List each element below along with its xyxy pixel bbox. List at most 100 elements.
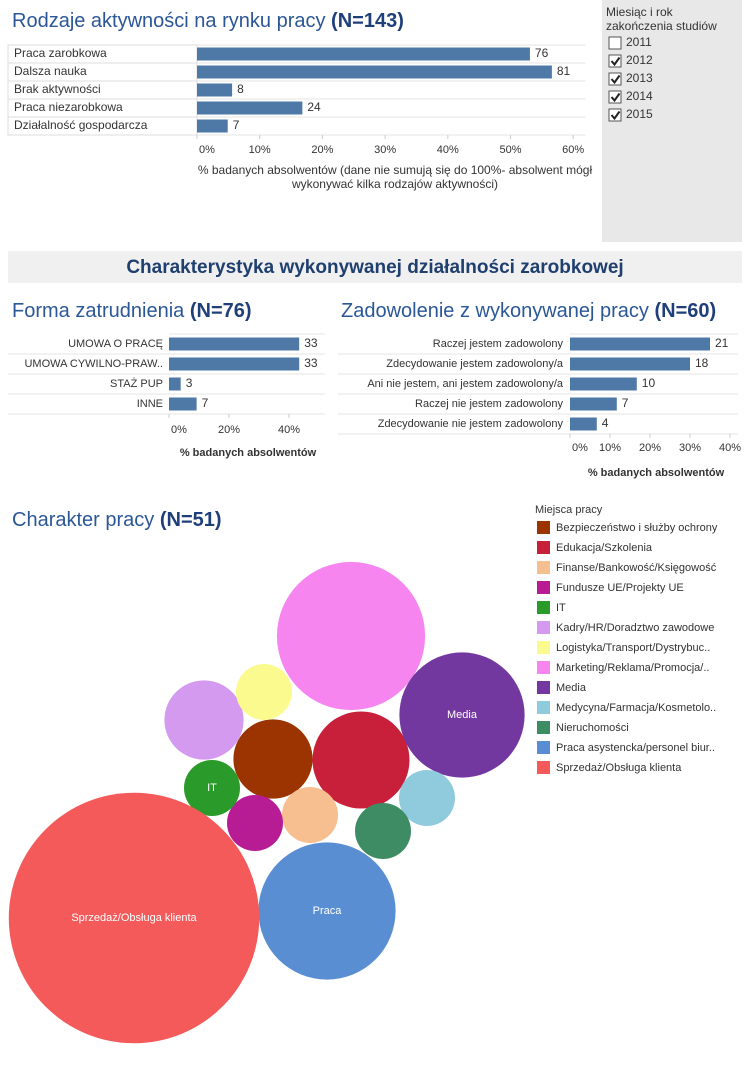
legend-label: Bezpieczeństwo i służby ochrony <box>556 522 718 534</box>
chart-title: Zadowolenie z wykonywanej pracy (N=60) <box>341 300 716 322</box>
count-label: 81 <box>557 64 571 78</box>
checkbox-label[interactable]: 2012 <box>626 53 653 67</box>
legend-swatch <box>537 581 550 594</box>
chart-title-text: Zadowolenie z wykonywanej pracy <box>341 300 655 322</box>
bubble <box>355 803 411 859</box>
x-tick-label: 40% <box>719 442 741 454</box>
chart-title-text: Forma zatrudnienia <box>12 300 190 322</box>
bubble-label: IT <box>207 782 217 794</box>
count-label: 33 <box>304 336 318 350</box>
category-label: Praca zarobkowa <box>14 46 107 60</box>
bar <box>197 47 530 61</box>
checkbox-label[interactable]: 2013 <box>626 71 653 85</box>
x-axis-label: % badanych absolwentów <box>180 447 317 459</box>
count-label: 10 <box>642 376 656 390</box>
count-label: 33 <box>304 356 318 370</box>
category-label: STAŻ PUP <box>110 377 163 390</box>
count-label: 7 <box>233 118 240 132</box>
bubble <box>227 795 283 851</box>
count-label: 8 <box>237 82 244 96</box>
bubble-label: Sprzedaż/Obsługa klienta <box>71 912 197 924</box>
category-label: Ani nie jestem, ani jestem zadowolony/a <box>367 378 564 390</box>
x-tick-label: 10% <box>249 144 271 156</box>
legend-title: Miejsca pracy <box>535 504 603 516</box>
category-label: UMOWA O PRACĘ <box>68 338 163 350</box>
bubble <box>282 787 338 843</box>
x-tick-label: 40% <box>278 424 300 436</box>
bar <box>570 357 690 371</box>
bar <box>169 357 300 371</box>
legend-swatch <box>537 721 550 734</box>
count-label: 3 <box>186 376 193 390</box>
x-tick-label: 30% <box>374 144 396 156</box>
bubble-label: Praca <box>313 905 343 917</box>
x-tick-label: 20% <box>639 442 661 454</box>
legend-swatch <box>537 641 550 654</box>
legend-swatch <box>537 661 550 674</box>
count-label: 24 <box>307 100 321 114</box>
x-tick-label: 0% <box>572 442 588 454</box>
filter-title: Miesiąc i rok zakończenia studiów <box>606 5 717 33</box>
checkmark <box>610 56 621 67</box>
chart-title: Charakter pracy (N=51) <box>12 509 222 531</box>
legend-label: IT <box>556 602 566 614</box>
x-tick-label: 30% <box>679 442 701 454</box>
bar <box>197 83 233 97</box>
bar <box>570 417 597 431</box>
x-tick-label: 0% <box>199 144 215 156</box>
x-tick-label: 20% <box>218 424 240 436</box>
chart-title-text: Charakter pracy <box>12 509 160 531</box>
chart-title: Forma zatrudnienia (N=76) <box>12 300 252 322</box>
chart-title: Rodzaje aktywności na rynku pracy (N=143… <box>12 10 404 32</box>
legend-swatch <box>537 601 550 614</box>
chart-title-n: (N=60) <box>655 300 717 322</box>
legend-label: Media <box>556 682 587 694</box>
checkmark <box>610 92 621 103</box>
legend-swatch <box>537 541 550 554</box>
checkbox-label[interactable]: 2011 <box>626 35 652 49</box>
chart-title-n: (N=143) <box>331 10 404 32</box>
legend-label: Nieruchomości <box>556 722 629 734</box>
bubble-label: Media <box>447 709 478 721</box>
section-title: Charakterystyka wykonywanej działalności… <box>126 257 623 278</box>
chart-title-n: (N=76) <box>190 300 252 322</box>
count-label: 7 <box>622 396 629 410</box>
bubble <box>312 711 410 809</box>
x-tick-label: 20% <box>311 144 333 156</box>
category-label: UMOWA CYWILNO-PRAW.. <box>24 358 163 370</box>
category-label: Zdecydowanie jestem zadowolony/a <box>386 358 564 370</box>
legend-label: Logistyka/Transport/Dystrybuc.. <box>556 642 710 654</box>
legend-swatch <box>537 521 550 534</box>
checkbox-label[interactable]: 2015 <box>626 107 653 121</box>
checkmark <box>610 74 621 85</box>
section-band <box>8 251 742 283</box>
chart-title-n: (N=51) <box>160 509 222 531</box>
legend-swatch <box>537 561 550 574</box>
bar <box>197 119 228 133</box>
bubble <box>399 652 525 778</box>
bar <box>570 377 637 391</box>
x-axis-label: % badanych absolwentów <box>588 467 725 479</box>
checkbox[interactable] <box>608 36 622 50</box>
bubble <box>276 561 426 711</box>
count-label: 18 <box>695 356 709 370</box>
category-label: Dalsza nauka <box>14 64 87 78</box>
legend-label: Medycyna/Farmacja/Kosmetolo.. <box>556 702 716 714</box>
bubble <box>399 770 455 826</box>
category-label: Działalność gospodarcza <box>14 118 148 132</box>
legend-label: Kadry/HR/Doradztwo zawodowe <box>556 622 714 634</box>
bar <box>169 337 300 351</box>
bubble <box>164 680 244 760</box>
category-label: Raczej jestem zadowolony <box>433 338 564 350</box>
legend-label: Fundusze UE/Projekty UE <box>556 582 684 594</box>
x-tick-label: 50% <box>499 144 521 156</box>
category-label: INNE <box>137 398 163 410</box>
x-tick-label: 10% <box>599 442 621 454</box>
checkbox-label[interactable]: 2014 <box>626 89 653 103</box>
category-label: Praca niezarobkowa <box>14 100 123 114</box>
bar <box>570 397 617 411</box>
legend-swatch <box>537 681 550 694</box>
bar <box>169 397 197 411</box>
legend-label: Marketing/Reklama/Promocja/.. <box>556 662 709 674</box>
